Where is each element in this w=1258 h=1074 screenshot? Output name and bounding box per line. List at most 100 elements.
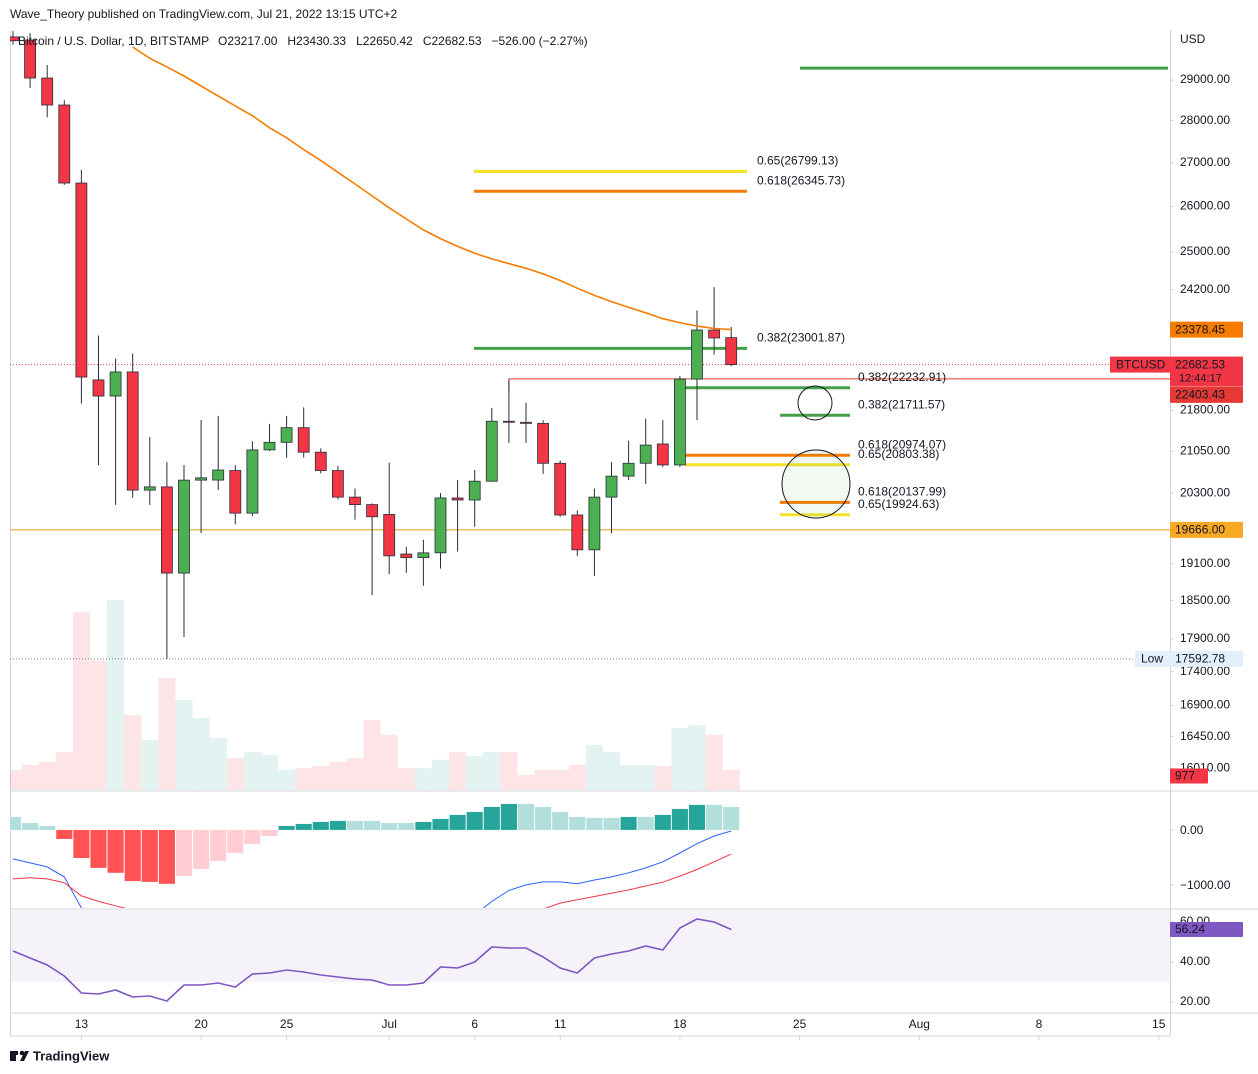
candle-body xyxy=(109,371,122,397)
candle-body xyxy=(417,552,430,559)
volume-bar xyxy=(226,758,244,790)
support-badge: 19666.00 xyxy=(1175,523,1225,537)
drawn-circle xyxy=(781,449,851,519)
candle-body xyxy=(349,496,361,505)
ohlc-legend: O23217.00 H23430.33 L22650.42 C22682.53 … xyxy=(218,34,588,48)
volume-bar xyxy=(483,751,501,790)
volume-badge: 977 xyxy=(1175,769,1195,783)
x-tick-label: 25 xyxy=(793,1017,807,1031)
y-tick-label: 17400.00 xyxy=(1180,664,1230,678)
candle-body xyxy=(520,421,532,424)
publisher-line: Wave_Theory published on TradingView.com… xyxy=(10,7,398,21)
x-tick-label: 6 xyxy=(471,1017,478,1031)
candle-body xyxy=(588,496,601,551)
volume-bar xyxy=(722,770,740,790)
volume-bar xyxy=(551,769,569,790)
low-tag-bg xyxy=(1135,650,1170,667)
ticker-badge-bg xyxy=(1110,356,1170,373)
y-tick-label: 20.00 xyxy=(1180,994,1210,1008)
y-tick-label: 19100.00 xyxy=(1180,556,1230,570)
volume-bar xyxy=(414,768,432,790)
volume-bar xyxy=(89,660,108,790)
volume-bar xyxy=(517,775,535,790)
y-tick-label: 40.00 xyxy=(1180,954,1210,968)
volume-bar xyxy=(55,751,73,790)
volume-bar xyxy=(585,744,603,790)
volume-bar xyxy=(568,765,586,790)
macd-histogram-bar xyxy=(569,816,586,830)
macd-histogram-bar xyxy=(620,816,637,830)
price-pane: 0.65(26799.13) 0.618(26345.73) 0.382(23001… xyxy=(10,31,1170,790)
candle-body xyxy=(503,420,515,423)
macd-histogram-bar xyxy=(107,829,124,873)
ema-badge-bg xyxy=(1170,321,1243,338)
macd-histogram-bar xyxy=(706,804,723,830)
macd-histogram-bar xyxy=(312,821,329,830)
volume-bar xyxy=(21,765,39,790)
y-tick-label: 21800.00 xyxy=(1180,403,1230,417)
candle-body xyxy=(92,379,105,397)
volume-bar xyxy=(602,751,621,790)
macd-histogram-bar xyxy=(210,829,227,861)
macd-histogram-bar xyxy=(175,829,193,876)
macd-histogram-bar xyxy=(637,816,654,830)
volume-bar xyxy=(363,719,381,790)
level-label: 0.618(20974.07) xyxy=(858,437,946,451)
candle-body xyxy=(263,441,276,451)
volume-bar xyxy=(431,759,450,790)
volume-bar xyxy=(397,768,415,790)
volume-bar xyxy=(141,740,159,790)
macd-histogram-bar xyxy=(73,829,90,858)
candle-body xyxy=(58,104,71,184)
candle-body xyxy=(75,182,88,378)
macd-histogram-bar xyxy=(56,829,73,839)
macd-histogram-bar xyxy=(261,829,278,836)
last-price-badge: 22682.53 xyxy=(1175,357,1225,371)
candle-body xyxy=(246,449,259,514)
macd-histogram-bar xyxy=(654,814,671,830)
x-tick-label: 11 xyxy=(554,1017,567,1031)
low-badge-bg xyxy=(1170,650,1243,667)
macd-histogram-bar xyxy=(586,817,603,830)
macd-histogram-bar xyxy=(603,817,620,830)
candle-body xyxy=(314,451,327,471)
level-label: 0.618(26345.73) xyxy=(757,173,845,187)
macd-histogram-bar xyxy=(364,820,381,830)
candle-body xyxy=(468,480,481,501)
candle-body xyxy=(622,462,635,477)
volume-bar xyxy=(466,756,484,790)
candle-body xyxy=(178,479,190,574)
ema-line xyxy=(132,46,732,331)
x-tick-label: 15 xyxy=(1152,1017,1166,1031)
macd-histogram-bar xyxy=(415,821,432,830)
x-tick-label: 13 xyxy=(75,1017,89,1031)
y-tick-label: 20300.00 xyxy=(1180,485,1230,499)
macd-histogram-bar xyxy=(278,825,295,830)
candle-body xyxy=(297,427,310,453)
candle-body xyxy=(126,371,139,491)
macd-histogram-bar xyxy=(193,829,210,869)
rsi-badge: 56.24 xyxy=(1175,922,1205,936)
drawn-circle xyxy=(797,385,833,421)
macd-histogram-bar xyxy=(483,806,500,830)
macd-histogram-bar xyxy=(22,822,39,830)
x-tick-label: Jul xyxy=(382,1017,397,1031)
last-price-badge-bg xyxy=(1170,356,1243,387)
brand-logo xyxy=(10,1050,29,1061)
candle-body xyxy=(434,497,447,554)
low-badge: 17592.78 xyxy=(1175,652,1225,666)
volume-bar xyxy=(107,600,125,790)
volume-bar xyxy=(705,734,723,790)
volume-bar xyxy=(209,738,227,790)
symbol-title: Bitcoin / U.S. Dollar, 1D, BITSTAMP xyxy=(18,34,209,48)
volume-bar xyxy=(312,766,330,790)
rsi-pane xyxy=(10,910,1170,1002)
x-tick-label: 25 xyxy=(280,1017,294,1031)
candle-body xyxy=(229,470,242,514)
macd-histogram-bar xyxy=(346,820,364,830)
candle-body xyxy=(366,504,378,518)
level-label: 0.65(20803.38) xyxy=(858,447,939,461)
macd-histogram-bar xyxy=(723,806,740,830)
macd-histogram-bar xyxy=(227,829,244,853)
